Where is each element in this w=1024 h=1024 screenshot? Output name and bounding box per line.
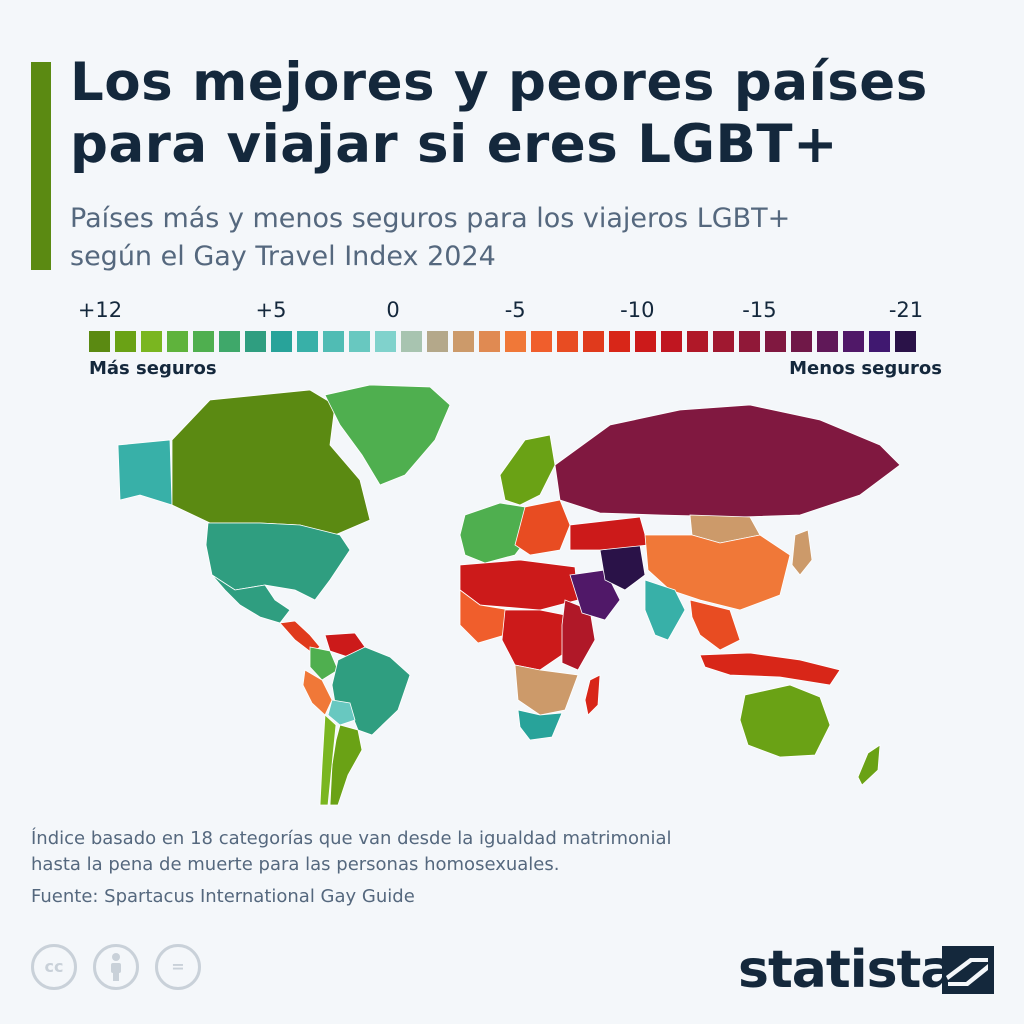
title-accent-bar	[31, 62, 51, 270]
world-map	[100, 384, 920, 815]
region-china	[644, 534, 791, 611]
scale-swatch	[843, 331, 864, 352]
note-line-1: Índice basado en 18 categorías que van d…	[31, 828, 672, 849]
scale-tick-label: -10	[620, 298, 655, 322]
statista-mark-icon	[942, 946, 994, 994]
page-title: Los mejores y peores países para viajar …	[70, 52, 1000, 176]
scale-swatch	[453, 331, 474, 352]
scale-swatch	[661, 331, 682, 352]
scale-swatch	[505, 331, 526, 352]
region-madagascar	[584, 674, 601, 716]
scale-swatch	[869, 331, 890, 352]
scale-tick-label: -15	[742, 298, 777, 322]
scale-swatch	[245, 331, 266, 352]
scale-swatch	[297, 331, 318, 352]
scale-swatch	[271, 331, 292, 352]
scale-swatch	[635, 331, 656, 352]
region-japan	[791, 529, 813, 576]
region-southern-africa	[514, 664, 579, 716]
legend-less-safe-label: Menos seguros	[789, 358, 942, 379]
scale-swatch	[115, 331, 136, 352]
region-central-america	[279, 620, 321, 654]
scale-tick-label: -21	[888, 298, 924, 322]
scale-swatch	[219, 331, 240, 352]
page-subtitle: Países más y menos seguros para los viaj…	[70, 200, 1000, 276]
scale-tick-label: +5	[255, 298, 287, 322]
scale-swatch	[765, 331, 786, 352]
region-south-africa	[517, 709, 563, 741]
scale-swatch	[323, 331, 344, 352]
scale-swatch	[479, 331, 500, 352]
brand-wordmark: statista	[738, 940, 955, 1000]
region-alaska	[117, 439, 173, 506]
scale-swatch	[401, 331, 422, 352]
scale-tick-label: -5	[504, 298, 526, 322]
subtitle-line-1: Países más y menos seguros para los viaj…	[70, 203, 791, 234]
scale-swatch	[583, 331, 604, 352]
scale-swatch	[687, 331, 708, 352]
subtitle-line-2: según el Gay Travel Index 2024	[70, 241, 496, 272]
scale-swatch	[89, 331, 110, 352]
region-argentina	[329, 724, 363, 806]
region-india	[644, 579, 686, 641]
region-australia	[739, 684, 831, 758]
methodology-note: Índice basado en 18 categorías que van d…	[31, 826, 791, 878]
region-western-europe	[459, 502, 531, 564]
region-indonesia	[699, 652, 841, 686]
color-scale-legend: +12 +5 0 -5 -10 -15 -21 Más seguros Menos segu…	[0, 298, 1024, 388]
region-central-asia	[569, 516, 649, 551]
scale-swatch	[375, 331, 396, 352]
scale-swatch	[817, 331, 838, 352]
scale-swatch	[167, 331, 188, 352]
region-colombia	[309, 646, 339, 681]
region-bolivia	[327, 699, 356, 726]
scale-swatch	[739, 331, 760, 352]
scale-swatch	[531, 331, 552, 352]
scale-swatch	[713, 331, 734, 352]
scale-swatch	[349, 331, 370, 352]
note-line-2: hasta la pena de muerte para las persona…	[31, 854, 560, 875]
scale-swatch	[557, 331, 578, 352]
cc-icon[interactable]: cc	[31, 944, 77, 990]
region-scandinavia	[499, 434, 556, 506]
region-chile	[319, 714, 337, 806]
attribution-icon[interactable]	[93, 944, 139, 990]
title-line-1: Los mejores y peores países	[70, 52, 928, 113]
region-southeast-asia	[689, 599, 741, 651]
world-map-svg	[117, 384, 901, 806]
region-russia	[554, 404, 901, 518]
scale-tick-label: 0	[386, 298, 400, 322]
source-text: Fuente: Spartacus International Gay Guid…	[31, 886, 415, 907]
region-greenland	[324, 384, 451, 486]
region-north-africa	[459, 559, 579, 611]
scale-swatch	[141, 331, 162, 352]
scale-tick-label: +12	[77, 298, 123, 322]
legend-safer-label: Más seguros	[89, 358, 217, 379]
title-line-2: para viajar si eres LGBT+	[70, 114, 838, 175]
scale-swatch	[791, 331, 812, 352]
scale-swatch	[427, 331, 448, 352]
region-central-africa	[501, 609, 566, 671]
region-mexico	[211, 574, 291, 624]
region-saudi-arabia	[569, 569, 621, 621]
scale-swatch	[609, 331, 630, 352]
region-new-zealand	[857, 744, 881, 786]
scale-swatch	[895, 331, 916, 352]
scale-swatch	[193, 331, 214, 352]
no-derivatives-icon[interactable]: =	[155, 944, 201, 990]
